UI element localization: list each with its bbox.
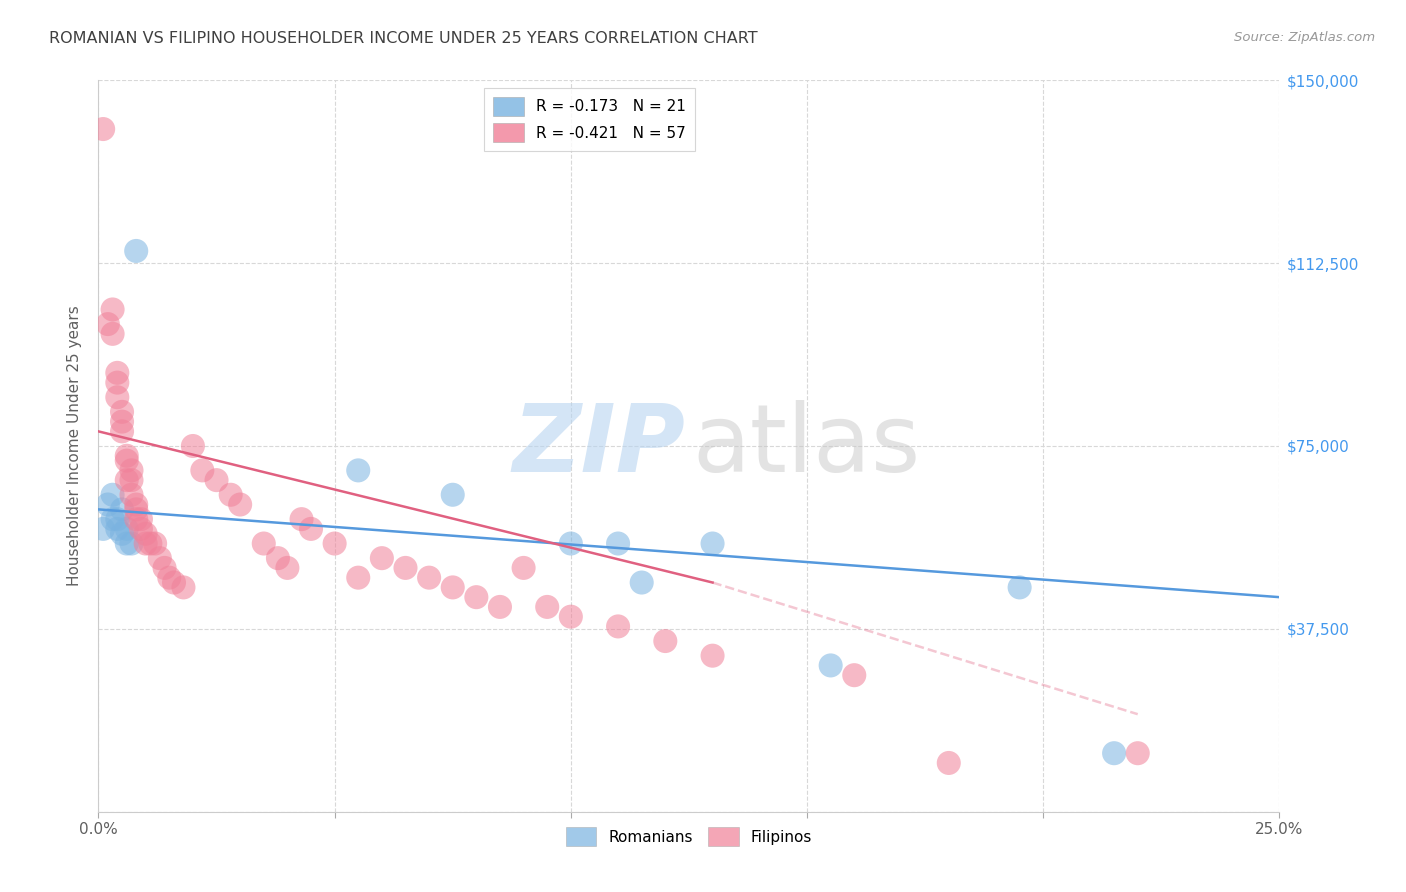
Point bbox=[105, 366, 128, 380]
Point bbox=[290, 512, 312, 526]
Point bbox=[536, 599, 558, 614]
Point bbox=[121, 473, 143, 487]
Point bbox=[125, 498, 148, 512]
Point bbox=[654, 634, 676, 648]
Point bbox=[1126, 746, 1149, 760]
Point bbox=[111, 502, 134, 516]
Point bbox=[125, 512, 148, 526]
Text: atlas: atlas bbox=[693, 400, 921, 492]
Point bbox=[219, 488, 242, 502]
Point bbox=[371, 551, 394, 566]
Point bbox=[115, 522, 138, 536]
Point bbox=[121, 488, 143, 502]
Point bbox=[702, 648, 724, 663]
Text: ZIP: ZIP bbox=[513, 400, 685, 492]
Point bbox=[101, 488, 124, 502]
Point bbox=[607, 536, 630, 550]
Point bbox=[465, 590, 488, 604]
Point bbox=[101, 326, 124, 341]
Point bbox=[172, 581, 194, 595]
Point bbox=[129, 512, 152, 526]
Point bbox=[347, 463, 370, 477]
Y-axis label: Householder Income Under 25 years: Householder Income Under 25 years bbox=[67, 306, 83, 586]
Point bbox=[418, 571, 440, 585]
Point bbox=[149, 551, 172, 566]
Point bbox=[105, 390, 128, 404]
Point bbox=[97, 317, 120, 331]
Point bbox=[489, 599, 512, 614]
Text: ROMANIAN VS FILIPINO HOUSEHOLDER INCOME UNDER 25 YEARS CORRELATION CHART: ROMANIAN VS FILIPINO HOUSEHOLDER INCOME … bbox=[49, 31, 758, 46]
Point bbox=[560, 609, 582, 624]
Point bbox=[91, 522, 114, 536]
Point bbox=[607, 619, 630, 633]
Point bbox=[121, 536, 143, 550]
Point bbox=[844, 668, 866, 682]
Point bbox=[111, 415, 134, 429]
Point bbox=[299, 522, 322, 536]
Point bbox=[205, 473, 228, 487]
Point bbox=[253, 536, 276, 550]
Point bbox=[91, 122, 114, 136]
Point bbox=[111, 405, 134, 419]
Point bbox=[267, 551, 290, 566]
Point bbox=[820, 658, 842, 673]
Point bbox=[135, 536, 157, 550]
Point bbox=[191, 463, 214, 477]
Point bbox=[157, 571, 180, 585]
Point bbox=[125, 502, 148, 516]
Point bbox=[143, 536, 166, 550]
Text: Source: ZipAtlas.com: Source: ZipAtlas.com bbox=[1234, 31, 1375, 45]
Point bbox=[512, 561, 534, 575]
Point bbox=[1008, 581, 1031, 595]
Point bbox=[229, 498, 252, 512]
Point bbox=[97, 498, 120, 512]
Legend: Romanians, Filipinos: Romanians, Filipinos bbox=[557, 818, 821, 855]
Point bbox=[115, 453, 138, 467]
Point bbox=[121, 463, 143, 477]
Point bbox=[105, 376, 128, 390]
Point bbox=[139, 536, 162, 550]
Point bbox=[163, 575, 186, 590]
Point bbox=[347, 571, 370, 585]
Point bbox=[115, 449, 138, 463]
Point bbox=[105, 512, 128, 526]
Point bbox=[441, 581, 464, 595]
Point bbox=[105, 522, 128, 536]
Point bbox=[323, 536, 346, 550]
Point bbox=[560, 536, 582, 550]
Point bbox=[1102, 746, 1125, 760]
Point bbox=[394, 561, 416, 575]
Point bbox=[135, 526, 157, 541]
Point bbox=[101, 302, 124, 317]
Point bbox=[125, 244, 148, 258]
Point bbox=[129, 522, 152, 536]
Point bbox=[181, 439, 204, 453]
Point bbox=[938, 756, 960, 770]
Point bbox=[276, 561, 298, 575]
Point bbox=[111, 425, 134, 439]
Point bbox=[153, 561, 176, 575]
Point bbox=[115, 536, 138, 550]
Point bbox=[101, 512, 124, 526]
Point bbox=[111, 526, 134, 541]
Point bbox=[630, 575, 652, 590]
Point bbox=[702, 536, 724, 550]
Point bbox=[115, 473, 138, 487]
Point bbox=[441, 488, 464, 502]
